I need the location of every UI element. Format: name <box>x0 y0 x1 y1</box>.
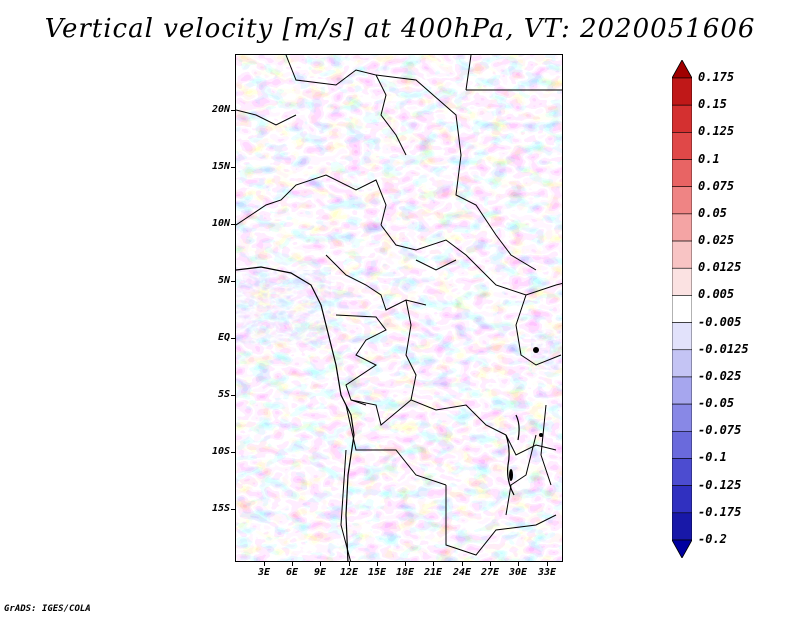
lon-tick <box>377 562 378 566</box>
colorbar-label: -0.005 <box>698 314 742 329</box>
lat-label-10n: 10N <box>211 218 230 229</box>
lat-label-eq: EQ <box>217 332 230 343</box>
lon-tick <box>292 562 293 566</box>
colorbar-label: -0.025 <box>698 368 742 383</box>
lon-tick <box>547 562 548 566</box>
colorbar-segment <box>672 159 692 188</box>
colorbar-label: 0.0125 <box>698 260 742 275</box>
colorbar-label: 0.125 <box>698 124 735 139</box>
lon-tick <box>518 562 519 566</box>
lat-label-5s: 5S <box>217 389 230 400</box>
colorbar-segment <box>672 512 692 541</box>
colorbar-segment <box>672 485 692 514</box>
colorbar-label: -0.125 <box>698 477 742 492</box>
lon-tick <box>462 562 463 566</box>
colorbar-segment <box>672 458 692 486</box>
colorbar-label: 0.15 <box>698 97 727 112</box>
lat-tick <box>231 110 235 111</box>
colorbar-label: 0.005 <box>698 287 735 302</box>
lon-tick <box>405 562 406 566</box>
lon-tick <box>349 562 350 566</box>
colorbar-label: -0.1 <box>698 450 727 465</box>
colorbar-segment <box>672 240 692 269</box>
colorbar-label: -0.0125 <box>698 341 749 356</box>
colorbar-segment <box>672 77 692 106</box>
lat-tick <box>231 395 235 396</box>
map-plot-area <box>235 54 563 562</box>
lat-tick <box>231 224 235 225</box>
lat-label-20n: 20N <box>211 104 230 115</box>
lat-tick <box>231 452 235 453</box>
colorbar <box>672 60 692 558</box>
lat-label-5n: 5N <box>217 275 230 286</box>
lon-label-18e: 18E <box>395 567 415 578</box>
country-borders <box>236 55 562 561</box>
lat-label-15n: 15N <box>211 161 230 172</box>
colorbar-segment <box>672 403 692 432</box>
colorbar-segment <box>672 104 692 133</box>
colorbar-segment <box>672 132 692 160</box>
colorbar-segment <box>672 430 692 459</box>
coastline <box>236 266 520 561</box>
colorbar-segment <box>672 267 692 296</box>
credit-text: GrADS: IGES/COLA <box>4 604 91 614</box>
colorbar-top-arrow <box>672 60 692 79</box>
colorbar-label: -0.075 <box>698 423 742 438</box>
colorbar-label: 0.05 <box>698 205 727 220</box>
colorbar-segment <box>672 295 692 323</box>
colorbar-label: -0.2 <box>698 532 727 546</box>
lon-label-3e: 3E <box>257 567 271 578</box>
colorbar-label: -0.05 <box>698 396 735 411</box>
chart-title: Vertical velocity [m/s] at 400hPa, VT: 2… <box>44 14 756 44</box>
lakes <box>509 347 543 481</box>
lon-label-15e: 15E <box>367 567 387 578</box>
lon-label-33e: 33E <box>537 567 557 578</box>
colorbar-segment <box>672 213 692 242</box>
velocity-map <box>236 55 562 561</box>
colorbar-label: 0.175 <box>698 70 735 84</box>
lon-label-21e: 21E <box>423 567 443 578</box>
lat-label-10s: 10S <box>211 446 230 457</box>
lon-label-24e: 24E <box>452 567 472 578</box>
lat-tick <box>231 509 235 510</box>
colorbar-segment <box>672 376 692 405</box>
lat-tick <box>231 281 235 282</box>
lon-tick <box>264 562 265 566</box>
lon-tick <box>490 562 491 566</box>
lon-label-6e: 6E <box>285 567 299 578</box>
colorbar-segment <box>672 186 692 215</box>
colorbar-label: 0.075 <box>698 178 735 193</box>
lon-tick <box>320 562 321 566</box>
lat-tick <box>231 338 235 339</box>
colorbar-bottom-arrow <box>672 539 692 558</box>
colorbar-label: 0.1 <box>698 151 720 166</box>
colorbar-segment <box>672 349 692 378</box>
lon-tick <box>433 562 434 566</box>
velocity-field-hotspot-west <box>236 270 331 345</box>
lon-label-9e: 9E <box>313 567 327 578</box>
lat-label-15s: 15S <box>211 503 230 514</box>
lat-tick <box>231 167 235 168</box>
colorbar-label: -0.175 <box>698 504 742 519</box>
lon-label-30e: 30E <box>508 567 528 578</box>
lon-label-12e: 12E <box>339 567 359 578</box>
lon-label-27e: 27E <box>480 567 500 578</box>
colorbar-segment <box>672 322 692 351</box>
colorbar-label: 0.025 <box>698 233 735 248</box>
